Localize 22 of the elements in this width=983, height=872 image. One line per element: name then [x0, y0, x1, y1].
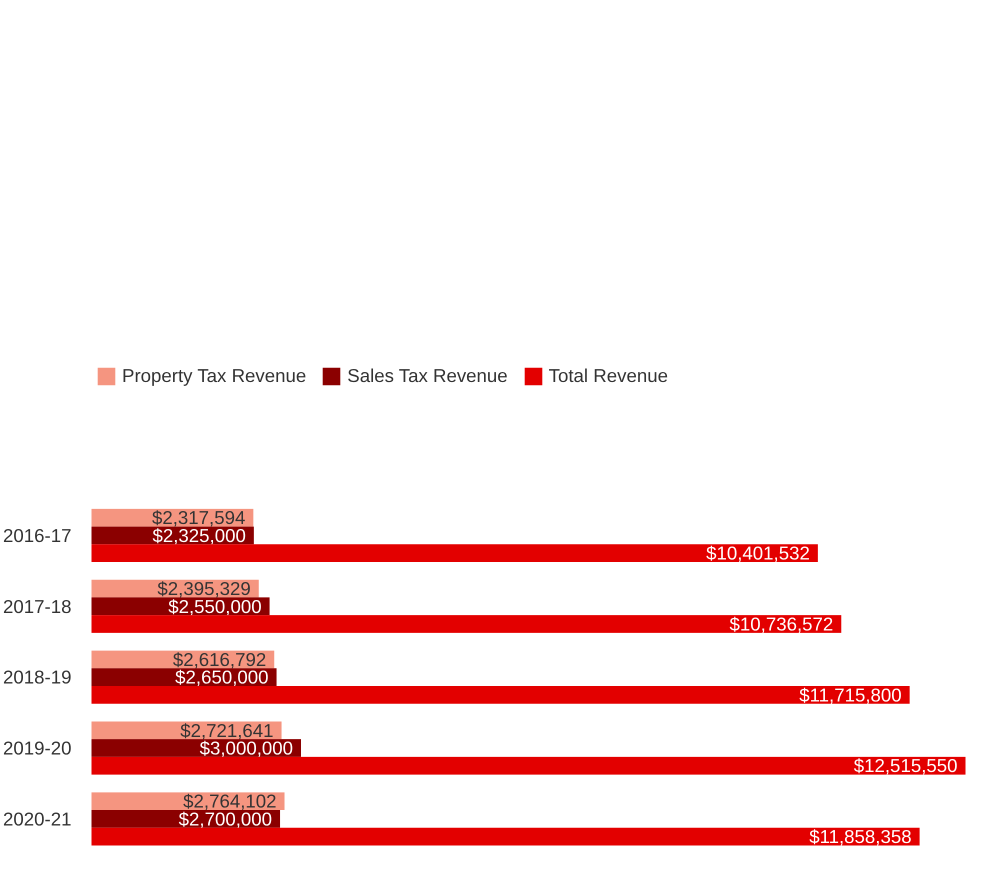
- bar: [92, 686, 910, 704]
- bar: [92, 544, 818, 562]
- data-label: $2,317,594: [152, 507, 246, 528]
- y-tick-label: 2016-17: [3, 524, 72, 546]
- y-tick-label: 2019-20: [3, 738, 72, 759]
- data-label: $2,616,792: [172, 648, 266, 670]
- bar: [92, 828, 920, 846]
- legend-label: Sales Tax Revenue: [347, 364, 508, 386]
- legend-label: Property Tax Revenue: [122, 364, 306, 386]
- data-label: $11,858,358: [809, 826, 912, 848]
- data-label: $12,515,550: [854, 755, 958, 776]
- data-label: $10,401,532: [706, 542, 810, 564]
- legend-label: Total Revenue: [548, 364, 668, 386]
- data-label: $10,736,572: [730, 614, 834, 635]
- y-tick-label: 2018-19: [3, 666, 72, 688]
- y-tick-label: 2020-21: [3, 808, 72, 830]
- data-label: $2,764,102: [183, 790, 277, 812]
- bar: [92, 615, 842, 633]
- data-label: $2,395,329: [157, 578, 251, 600]
- bar: [92, 756, 966, 775]
- y-tick-label: 2017-18: [3, 596, 72, 617]
- data-label: $11,715,800: [799, 684, 902, 706]
